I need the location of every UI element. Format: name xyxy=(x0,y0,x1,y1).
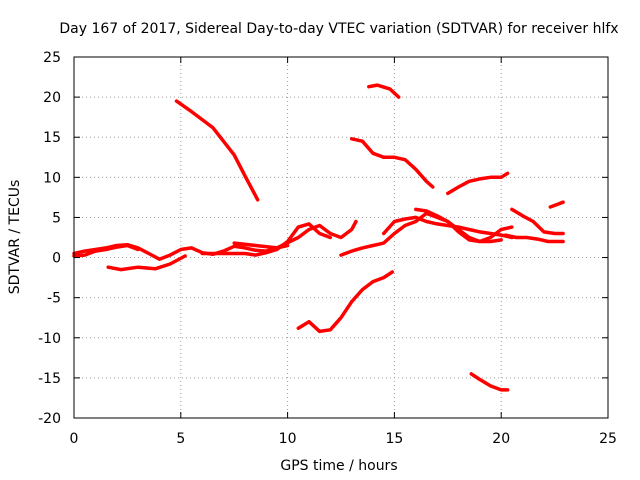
x-axis-label: GPS time / hours xyxy=(280,458,397,474)
y-tick-label: -15 xyxy=(38,371,61,387)
x-tick-label: 25 xyxy=(599,431,617,447)
series-line-s12 xyxy=(414,207,503,244)
series-line-s8 xyxy=(349,137,435,189)
data-series-group xyxy=(72,83,565,392)
series-line-s9 xyxy=(367,83,401,99)
series-line-s14 xyxy=(469,372,510,392)
y-tick-label: -5 xyxy=(47,291,61,307)
series-line-s15 xyxy=(510,207,565,236)
y-tick-labels: -20 -15 -10 -5 0 5 10 15 20 25 xyxy=(38,50,61,427)
series-line-s3 xyxy=(106,254,187,272)
y-tick-label: 10 xyxy=(43,170,61,186)
y-axis-label: SDTVAR / TECUs xyxy=(7,180,23,295)
series-line-s17 xyxy=(548,200,565,209)
x-tick-label: 20 xyxy=(492,431,510,447)
axis-ticks xyxy=(73,56,609,419)
chart-title: Day 167 of 2017, Sidereal Day-to-day VTE… xyxy=(59,21,618,37)
y-tick-label: 15 xyxy=(43,130,61,146)
y-tick-label: 20 xyxy=(43,90,61,106)
x-tick-label: 5 xyxy=(176,431,185,447)
series-line-s6 xyxy=(232,219,358,250)
y-tick-label: 5 xyxy=(52,210,61,226)
series-line-s16 xyxy=(503,233,565,244)
y-tick-label: -10 xyxy=(38,331,61,347)
series-line-s13 xyxy=(446,171,510,196)
y-tick-label: 25 xyxy=(43,50,61,66)
plot-frame xyxy=(73,56,609,419)
series-line-s2 xyxy=(72,243,140,258)
y-tick-label: -20 xyxy=(38,411,61,427)
grid-lines xyxy=(74,57,608,418)
series-line-s7 xyxy=(296,270,395,334)
x-tick-label: 10 xyxy=(279,431,297,447)
series-line-s11 xyxy=(381,215,514,240)
x-tick-labels: 0 5 10 15 20 25 xyxy=(70,431,617,447)
x-tick-label: 15 xyxy=(385,431,403,447)
x-tick-label: 0 xyxy=(70,431,79,447)
y-tick-label: 0 xyxy=(52,251,61,267)
series-line-s4 xyxy=(174,99,260,202)
